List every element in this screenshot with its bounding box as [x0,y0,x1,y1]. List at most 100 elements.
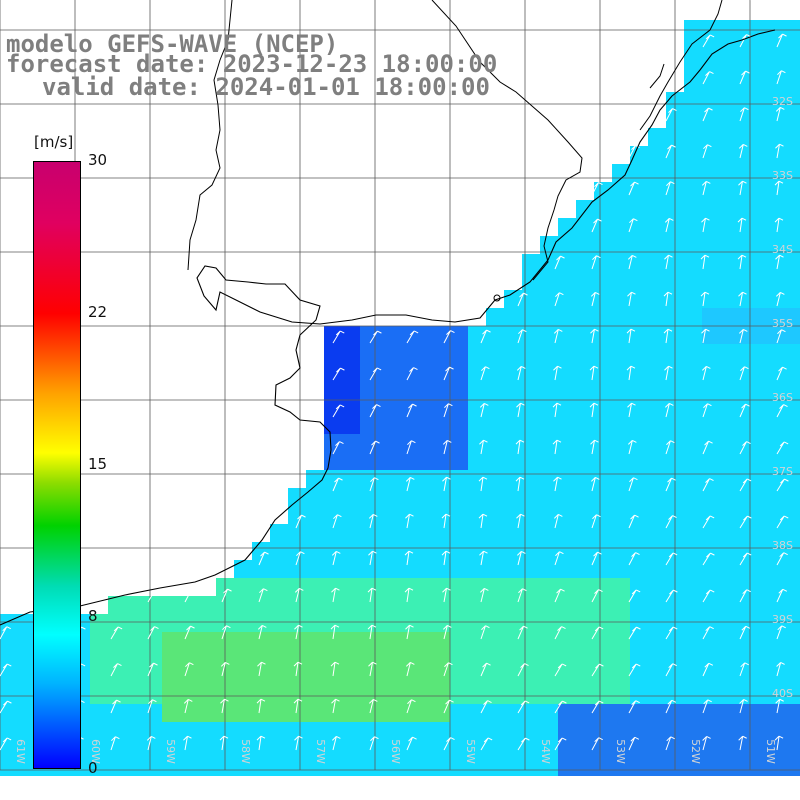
wind-cell [396,488,414,506]
wind-arrow [443,330,455,344]
wind-arrow [702,478,714,492]
wind-cell [360,704,378,722]
wind-cell [702,308,720,326]
wind-cell [504,560,522,578]
wind-cell [684,560,702,578]
wind-cell [414,614,432,632]
wind-cell [360,560,378,578]
wind-cell [198,650,216,668]
wind-cell [540,452,558,470]
wind-cell [432,668,450,686]
wind-cell [738,92,756,110]
wind-cell [684,362,702,380]
wind-cell [756,182,774,200]
wind-cell [234,632,252,650]
wind-cell [630,524,648,542]
wind-cell [558,668,576,686]
wind-cell [198,668,216,686]
wind-cell [342,632,360,650]
wind-arrow [368,661,377,677]
wind-cell [774,614,792,632]
wind-cell [360,758,378,776]
wind-cell [558,470,576,488]
wind-cell [756,20,774,38]
wind-cell [450,326,468,344]
wind-cell [306,668,324,686]
wind-cell [342,434,360,452]
wind-cell [162,650,180,668]
wind-arrow [665,589,678,603]
wind-arrow [702,0,715,11]
wind-cell [684,38,702,56]
wind-cell [774,740,792,758]
wind-cell [504,470,522,488]
wind-cell [324,722,342,740]
wind-cell [594,362,612,380]
wind-cell [738,704,756,722]
wind-cell [612,614,630,632]
wind-cell [414,758,432,776]
wind-cell [702,56,720,74]
wind-arrow [480,587,489,603]
wind-cell [594,632,612,650]
wind-cell [270,578,288,596]
wind-cell [108,704,126,722]
wind-cell [306,758,324,776]
coastline [0,29,776,626]
wind-cell [558,542,576,560]
wind-arrow [702,34,715,48]
wind-cell [504,596,522,614]
wind-cell [702,686,720,704]
wind-arrow [739,589,751,603]
wind-cell [756,344,774,362]
wind-cell [684,722,702,740]
colorbar [33,161,81,769]
wind-cell [18,668,36,686]
wind-cell [486,614,504,632]
wind-cell [720,434,738,452]
wind-cell [576,398,594,416]
wind-cell [432,542,450,560]
wind-cell [540,560,558,578]
wind-arrow [146,735,156,751]
wind-cell [720,470,738,488]
wind-arrow [739,515,752,529]
wind-cell [684,524,702,542]
wind-arrow [405,624,414,640]
wind-cell [360,542,378,560]
wind-cell [648,488,666,506]
wind-cell [504,614,522,632]
wind-cell [432,578,450,596]
wind-cell [486,362,504,380]
wind-arrow [368,550,377,566]
wind-cell [792,308,800,326]
wind-arrow [332,514,342,529]
wind-cell [720,110,738,128]
wind-cell [324,398,342,416]
wind-arrow [776,329,786,344]
wind-arrow [369,330,382,344]
wind-arrow [256,735,266,751]
wind-cell [468,344,486,362]
lon-label: 61W [13,739,27,764]
wind-cell [630,506,648,524]
wind-cell [468,488,486,506]
wind-arrow [591,255,601,270]
wind-cell [504,362,522,380]
wind-cell [396,470,414,488]
wind-cell [126,704,144,722]
wind-arrow [739,441,751,455]
wind-cell [702,650,720,668]
wind-cell [396,344,414,362]
lon-label: 60W [88,739,102,764]
wind-cell [648,326,666,344]
wind-cell [342,470,360,488]
wind-cell [648,128,666,146]
wind-cell [324,380,342,398]
wind-cell [540,254,558,272]
wind-cell [738,542,756,560]
wind-cell [432,686,450,704]
wind-cell [540,290,558,308]
wind-arrow [406,736,417,751]
wind-cell [612,398,630,416]
